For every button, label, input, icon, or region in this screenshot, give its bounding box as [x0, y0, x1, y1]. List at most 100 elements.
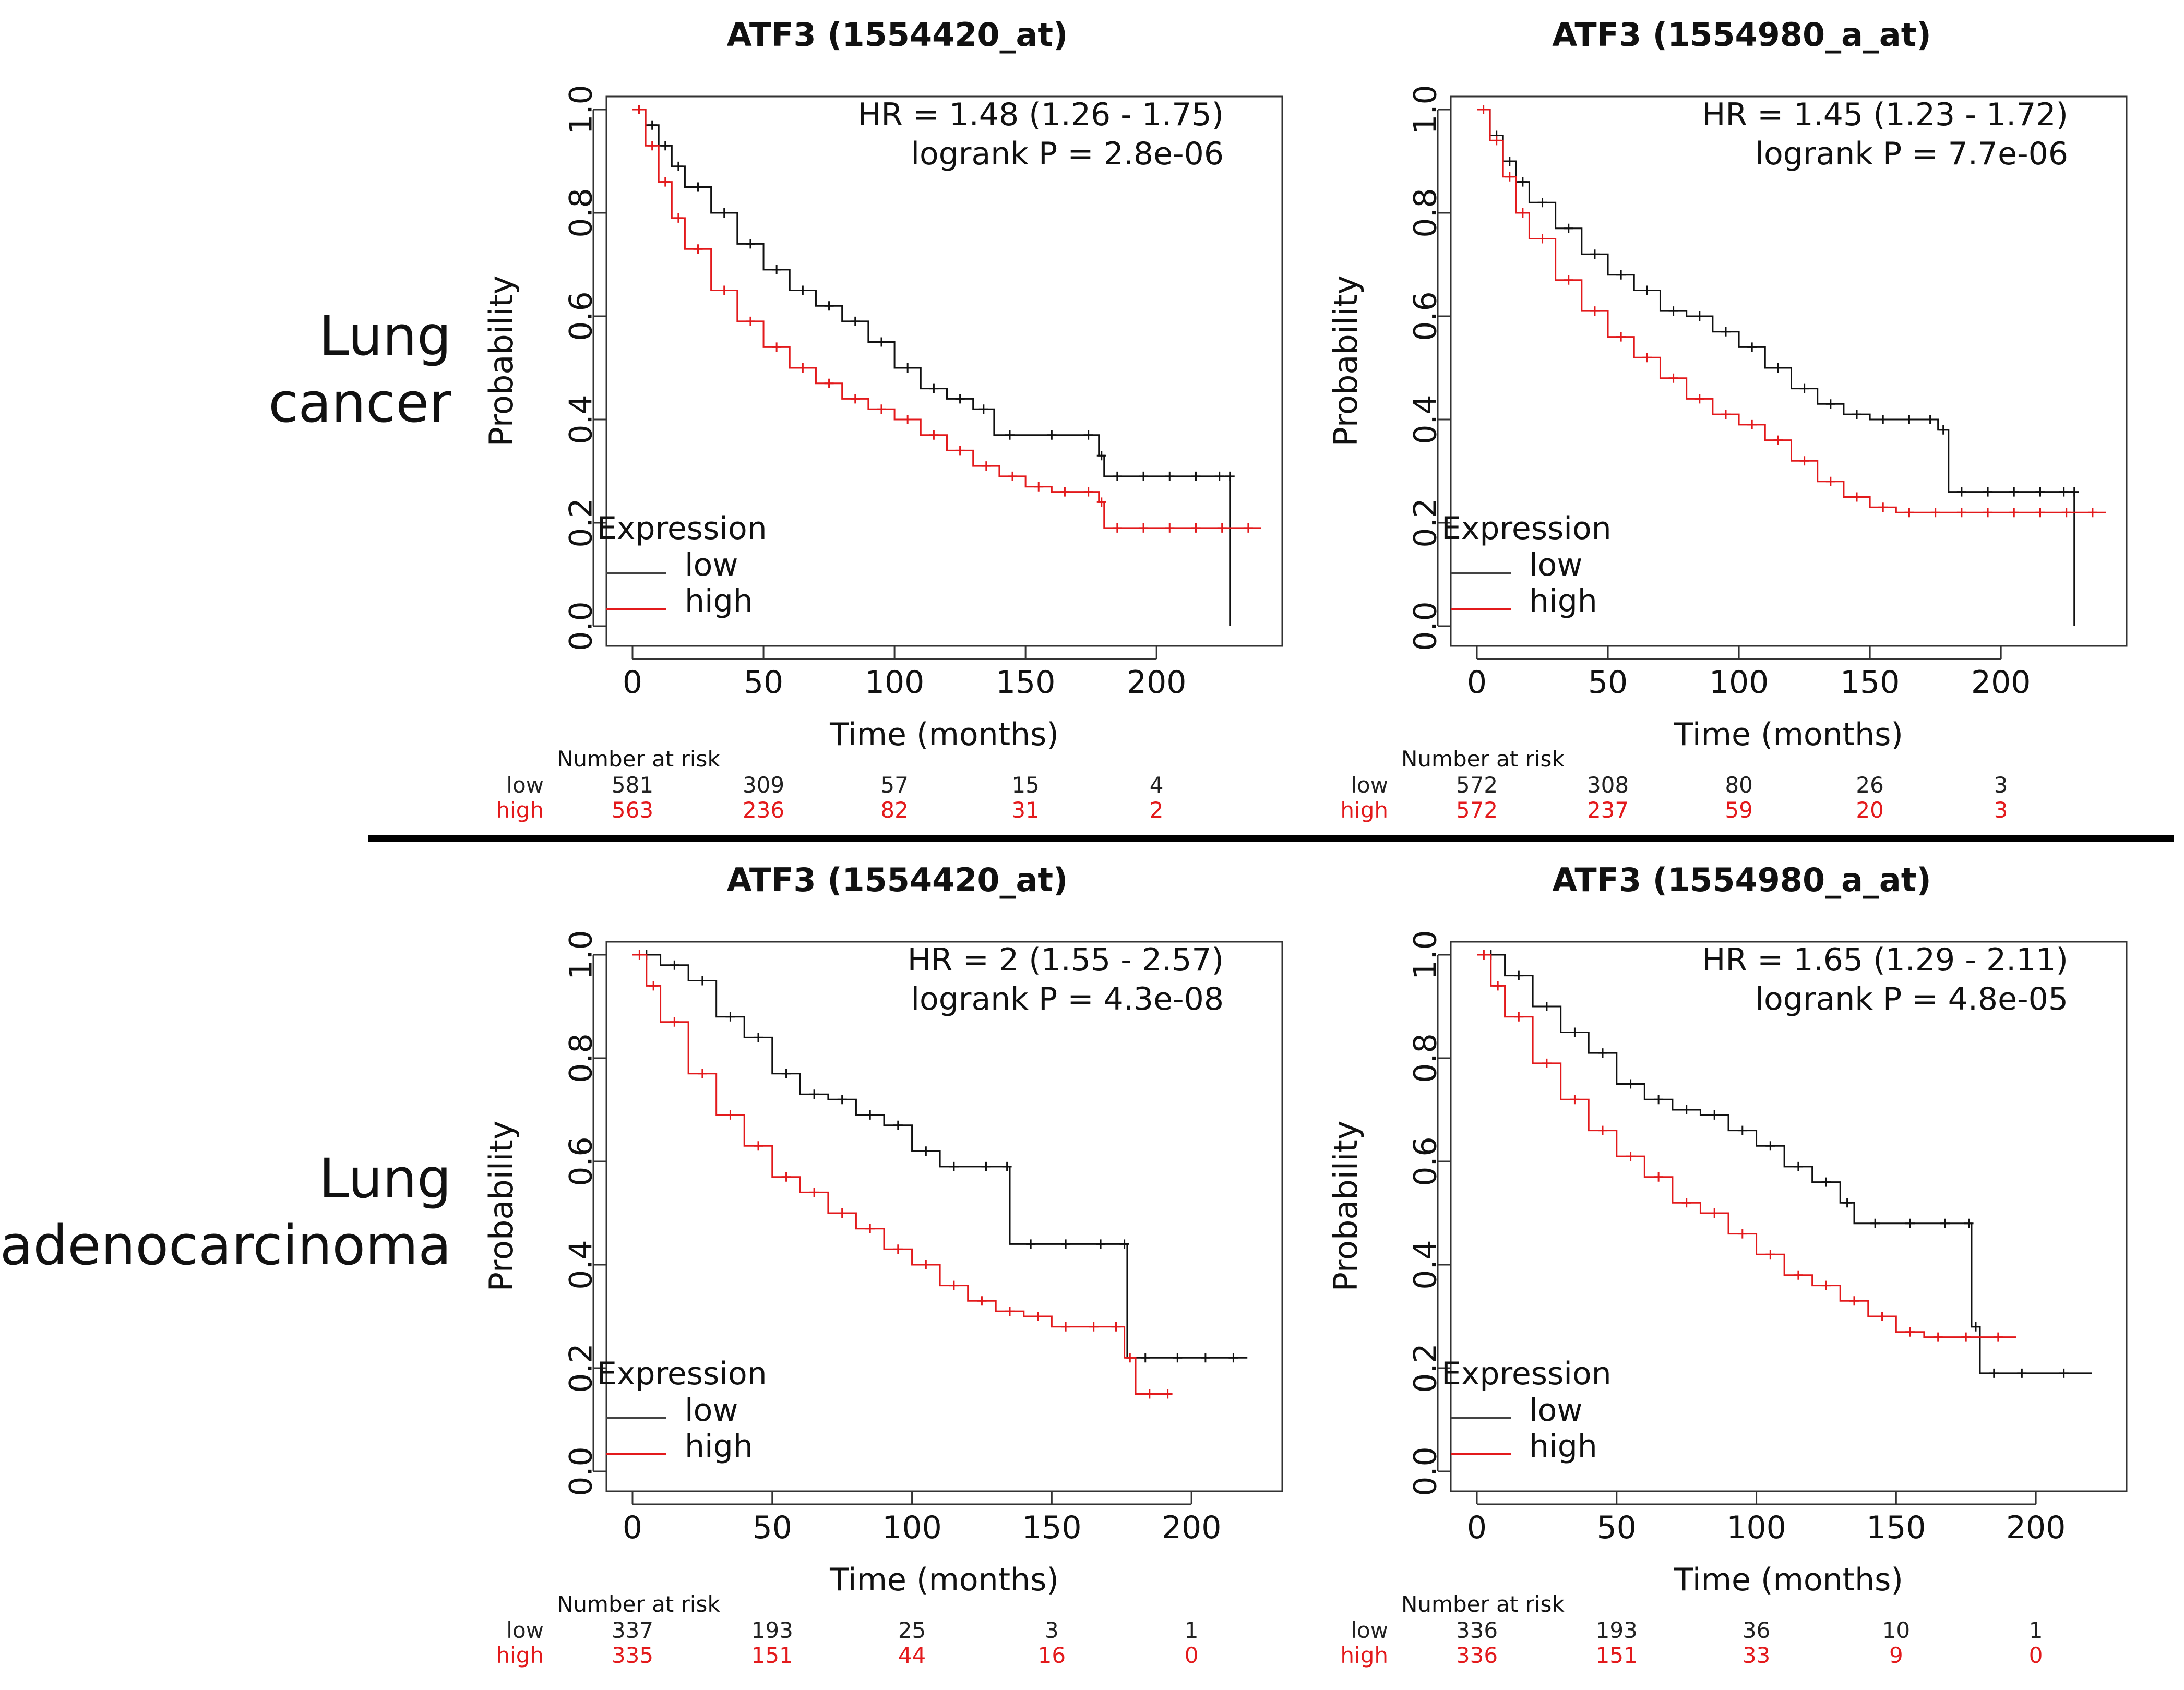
censor-mark-high [1514, 1012, 1524, 1022]
censor-mark-low [1542, 1002, 1552, 1011]
censor-mark-low [955, 394, 965, 404]
censor-mark-high [772, 342, 782, 352]
censor-mark-low [1694, 311, 1704, 321]
hazard-ratio-text: HR = 1.48 (1.26 - 1.75) [857, 97, 1224, 133]
censor-mark-low [798, 285, 808, 295]
censor-mark-high [1089, 1322, 1099, 1332]
x-tick-label: 0 [1467, 1509, 1487, 1546]
censor-mark-low [1570, 1027, 1580, 1037]
censor-mark-high [1505, 172, 1514, 182]
censor-mark-low [1878, 415, 1888, 424]
censor-mark-high [1825, 476, 1835, 486]
risk-count-low: 10 [1882, 1617, 1911, 1643]
censor-mark-high [1542, 1058, 1552, 1068]
risk-count-high: 335 [611, 1643, 654, 1668]
risk-count-high: 59 [1725, 797, 1753, 823]
x-tick-label: 0 [1467, 664, 1487, 701]
risk-count-high: 33 [1742, 1643, 1771, 1668]
censor-mark-low [1505, 157, 1514, 166]
plot-frame [1450, 941, 2128, 1492]
km-panel-lung-cancer-1554980: 0 50 100 150 200 Time (months) 0.0 0.2 0.4 0.6 0.8… [1320, 0, 2163, 843]
censor-mark-low [1616, 270, 1626, 280]
censor-mark-low [1047, 430, 1057, 440]
risk-count-high: 0 [1184, 1643, 1199, 1668]
censor-mark-high [1956, 508, 1966, 518]
censor-mark-high [1821, 1280, 1831, 1290]
censor-mark-low [1140, 1353, 1150, 1363]
risk-table-header: Number at risk [557, 746, 720, 772]
plot-frame [605, 941, 1283, 1492]
risk-count-high: 563 [611, 797, 654, 823]
censor-mark-high [1616, 332, 1626, 342]
censor-mark-high [670, 1017, 679, 1027]
censor-mark-low [1112, 471, 1122, 481]
censor-mark-high [893, 1244, 903, 1254]
legend-label-high: high [685, 583, 753, 619]
row-label-lung-cancer: Lung cancer [268, 303, 451, 436]
censor-mark-low [1225, 471, 1235, 481]
censor-mark-high [1642, 353, 1652, 363]
risk-count-low: 337 [611, 1617, 654, 1643]
row-label-line: Lung [319, 1147, 451, 1210]
risk-count-high: 31 [1011, 797, 1040, 823]
censor-mark-high [1773, 435, 1783, 445]
censor-mark-low [1793, 1161, 1803, 1171]
censor-mark-high [1493, 981, 1503, 991]
censor-mark-high [1005, 1307, 1015, 1316]
censor-mark-high [1694, 394, 1704, 404]
plot-frame [1450, 95, 2128, 647]
censor-mark-low [1971, 1322, 1980, 1332]
risk-count-high: 336 [1455, 1643, 1498, 1668]
x-tick-label: 150 [996, 664, 1056, 701]
km-panel-lung-cancer-1554420: 0 50 100 150 200 Time (months) 0.0 0.2 0.4 0.6 0.8… [476, 0, 1319, 843]
risk-row-label-low: low [1351, 772, 1388, 798]
censor-mark-low [2035, 487, 2045, 497]
chart-title: ATF3 (1554420_at) [726, 16, 1068, 54]
censor-mark-low [1925, 415, 1935, 424]
censor-mark-low [647, 120, 657, 130]
risk-table-header: Number at risk [1401, 1591, 1565, 1617]
risk-count-high: 16 [1037, 1643, 1066, 1668]
censor-mark-low [1668, 306, 1678, 316]
risk-row-label-high: high [1340, 797, 1388, 823]
censor-mark-low [1518, 177, 1527, 187]
risk-count-high: 151 [1595, 1643, 1638, 1668]
logrank-p-text: logrank P = 2.8e-06 [911, 136, 1224, 172]
x-axis-label: Time (months) [1674, 1562, 1903, 1598]
censor-mark-high [1933, 1332, 1943, 1342]
censor-mark-low [1061, 1239, 1071, 1249]
risk-count-low: 308 [1586, 772, 1629, 798]
risk-count-low: 572 [1455, 772, 1498, 798]
chart-title: ATF3 (1554980_a_at) [1552, 16, 1931, 54]
row-label-line: Lung [319, 304, 451, 368]
legend-swatch-low [606, 572, 666, 574]
censor-mark-high [647, 141, 657, 151]
censor-mark-high [1033, 1312, 1043, 1321]
censor-mark-low [1938, 425, 1948, 435]
censor-mark-high [781, 1172, 791, 1182]
censor-mark-low [1989, 1368, 1999, 1378]
censor-mark-low [1228, 1353, 1238, 1363]
censor-mark-low [1737, 1125, 1747, 1135]
hazard-ratio-text: HR = 2 (1.55 - 2.57) [907, 942, 1224, 978]
legend-swatch-low [1451, 572, 1511, 574]
censor-mark-low [772, 265, 782, 274]
censor-mark-low [2069, 487, 2079, 497]
plot-frame [605, 95, 1283, 647]
censor-mark-high [850, 394, 860, 404]
censor-mark-high [725, 1110, 735, 1120]
km-panel-lung-adeno-1554980: 0 50 100 150 200 Time (months) 0.0 0.2 0.4 0.6 0.8… [1320, 845, 2163, 1688]
km-curve-high [632, 954, 1172, 1395]
risk-count-low: 581 [611, 772, 654, 798]
x-axis-label: Time (months) [1674, 716, 1903, 753]
legend-swatch-high [1451, 608, 1511, 610]
x-tick-label: 150 [1866, 1509, 1926, 1546]
censor-mark-high [1793, 1270, 1803, 1280]
risk-count-low: 25 [898, 1617, 926, 1643]
censor-mark-high [1961, 1332, 1971, 1342]
risk-count-low: 336 [1455, 1617, 1498, 1643]
censor-mark-low [1139, 471, 1149, 481]
risk-count-low: 36 [1742, 1617, 1771, 1643]
